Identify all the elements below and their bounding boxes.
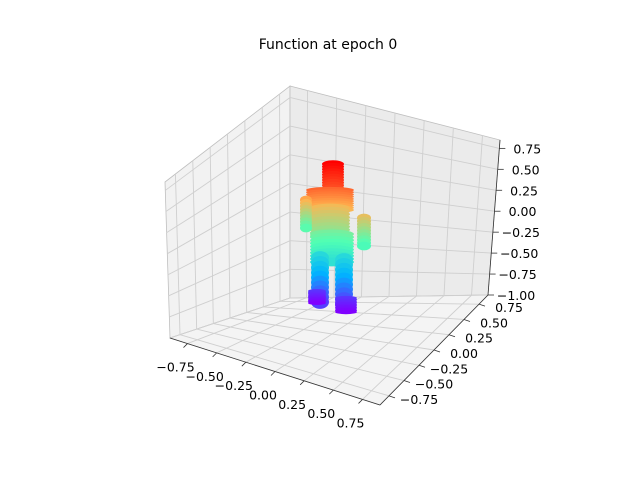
- x-tick: [241, 361, 247, 367]
- z-gridline-side: [169, 268, 291, 318]
- x-tick-label: 0.25: [278, 397, 306, 412]
- y-gridline: [179, 334, 390, 397]
- y-gridline: [246, 311, 450, 336]
- y-gridline-side: [192, 160, 198, 330]
- y-gridline: [196, 328, 405, 381]
- y-tick: [478, 303, 486, 307]
- y-tick-label: −0.25: [430, 361, 468, 376]
- x-tick: [358, 399, 363, 404]
- y-gridline: [263, 306, 465, 320]
- z-tick-label: 0.00: [509, 204, 537, 219]
- y-gridline-side: [261, 107, 264, 307]
- x-tick-label: −0.75: [156, 360, 194, 375]
- z-tick-label: 0.75: [513, 141, 541, 156]
- y-tick: [463, 319, 471, 322]
- y-tick-label: 0.50: [480, 315, 508, 330]
- y-gridline: [229, 317, 435, 351]
- z-tick-label: −0.75: [498, 267, 536, 282]
- z-gridline-side: [165, 125, 291, 212]
- z-axis-line: [487, 139, 501, 296]
- x-tick: [212, 352, 217, 358]
- x-tick: [299, 380, 305, 386]
- chart-title: Function at epoch 0: [259, 37, 398, 53]
- z-gridline-side: [169, 297, 291, 339]
- x-gridline-back: [443, 127, 454, 296]
- x-tick-label: −0.25: [215, 378, 253, 393]
- y-tick: [418, 364, 426, 368]
- y-gridline-side: [209, 147, 214, 324]
- point-right-foot: [335, 309, 357, 315]
- point-left-foot: [308, 301, 326, 305]
- z-tick-label: −1.00: [497, 288, 535, 303]
- y-gridline-side: [244, 120, 248, 313]
- z-tick-label: −0.25: [502, 225, 540, 240]
- x-tick-label: 0.50: [307, 406, 335, 421]
- x-tick-label: 0.00: [249, 388, 277, 403]
- x-tick-label: −0.50: [186, 369, 224, 384]
- x-gridline-back: [471, 135, 483, 296]
- y-tick: [388, 395, 396, 399]
- x-tick: [270, 371, 276, 376]
- y-tick-label: 0.25: [465, 331, 493, 346]
- z-gridline: [289, 154, 497, 191]
- z-gridline-side: [168, 240, 291, 297]
- x-tick: [183, 343, 188, 348]
- x-tick-label: 0.75: [337, 415, 365, 430]
- x-gridline-back: [388, 112, 396, 297]
- y-tick-label: 0.75: [495, 300, 523, 315]
- y-gridline: [213, 323, 420, 366]
- axes-3d: −0.75−0.50−0.250.000.250.500.75−0.75−0.5…: [156, 85, 541, 430]
- point-right-arm: [357, 241, 371, 251]
- z-tick-label: 0.50: [512, 162, 540, 177]
- z-gridline-side: [166, 154, 291, 233]
- y-gridline-side: [174, 173, 181, 335]
- x-tick: [329, 389, 334, 395]
- y-tick: [448, 334, 456, 338]
- point-left-arm: [300, 223, 312, 233]
- y-tick: [433, 349, 441, 353]
- z-tick-label: −0.50: [500, 246, 538, 261]
- z-gridline-side: [167, 211, 291, 276]
- y-tick: [403, 380, 411, 383]
- z-gridline-side: [167, 183, 291, 255]
- z-gridline: [289, 97, 500, 149]
- x-gridline-back: [361, 105, 367, 297]
- point-cloud: [300, 160, 371, 315]
- z-gridline-side: [165, 97, 291, 191]
- y-gridline-side: [227, 133, 231, 319]
- tick-marks: [183, 147, 506, 404]
- y-tick-label: −0.75: [400, 392, 438, 407]
- z-gridline: [289, 125, 498, 170]
- y-tick-label: −0.50: [415, 377, 453, 392]
- tick-labels: −0.75−0.50−0.250.000.250.500.75−0.75−0.5…: [156, 141, 541, 430]
- z-tick-label: 0.25: [510, 183, 538, 198]
- y-tick-label: 0.00: [450, 346, 478, 361]
- x-gridline-back: [416, 120, 425, 297]
